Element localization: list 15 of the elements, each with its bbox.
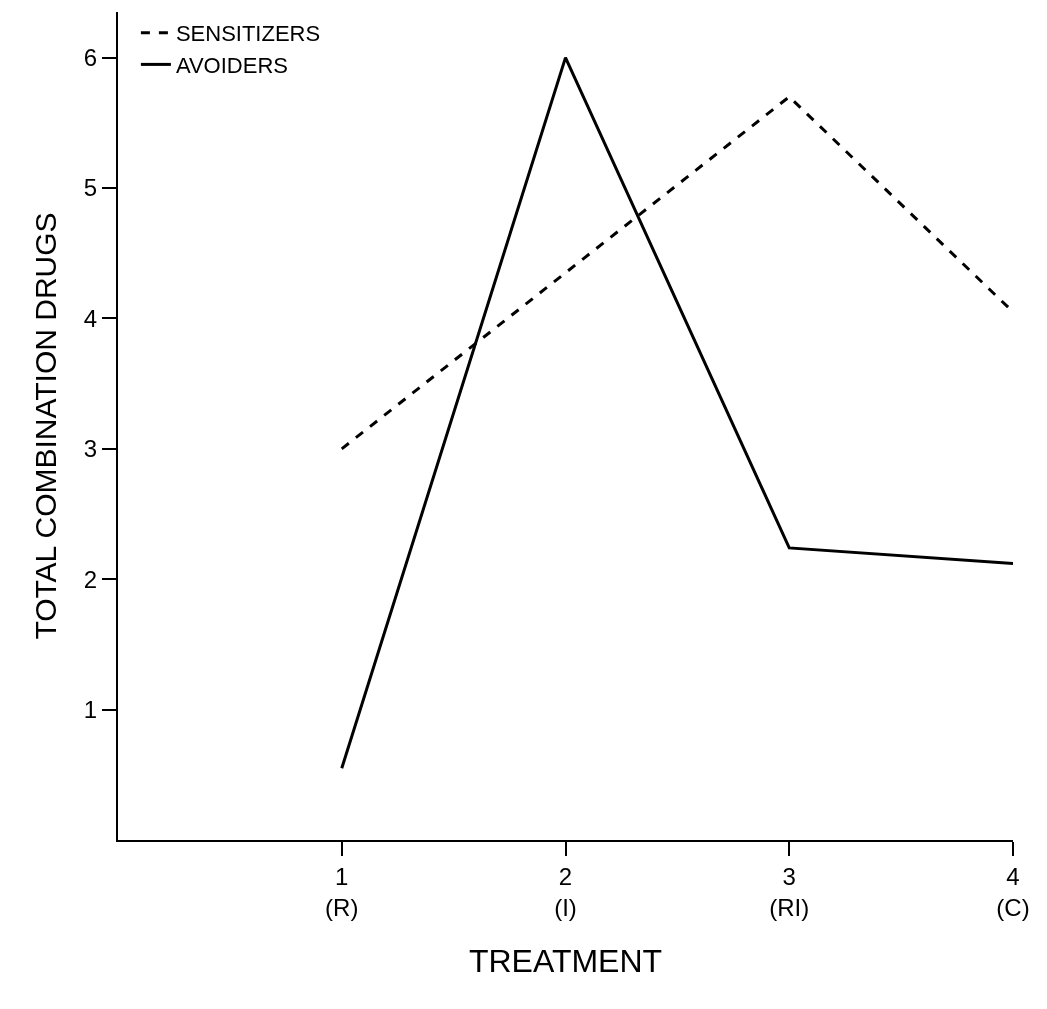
y-tick-label: 3 — [83, 435, 98, 463]
y-tick-label: 4 — [83, 304, 98, 332]
x-tick-label: 4 (C) — [996, 862, 1030, 921]
y-axis-title: TOTAL COMBINATION DRUGS — [29, 212, 63, 640]
x-tick-label: 3 (RI) — [769, 862, 810, 921]
line-series — [340, 56, 1013, 770]
y-tick-label: 5 — [83, 174, 98, 202]
x-axis-title: TREATMENT — [468, 943, 663, 980]
x-tick-label: 2 (I) — [554, 862, 577, 921]
legend-label: AVOIDERS — [175, 52, 288, 78]
legend-label: SENSITIZERS — [175, 21, 321, 47]
y-tick-label: 2 — [83, 565, 98, 593]
y-tick-label: 1 — [83, 696, 98, 724]
y-tick-label: 6 — [83, 44, 98, 72]
x-tick-label: 1 (R) — [325, 862, 359, 921]
